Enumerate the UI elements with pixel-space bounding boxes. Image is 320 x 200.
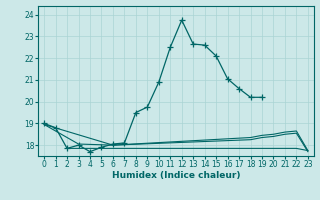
X-axis label: Humidex (Indice chaleur): Humidex (Indice chaleur) <box>112 171 240 180</box>
